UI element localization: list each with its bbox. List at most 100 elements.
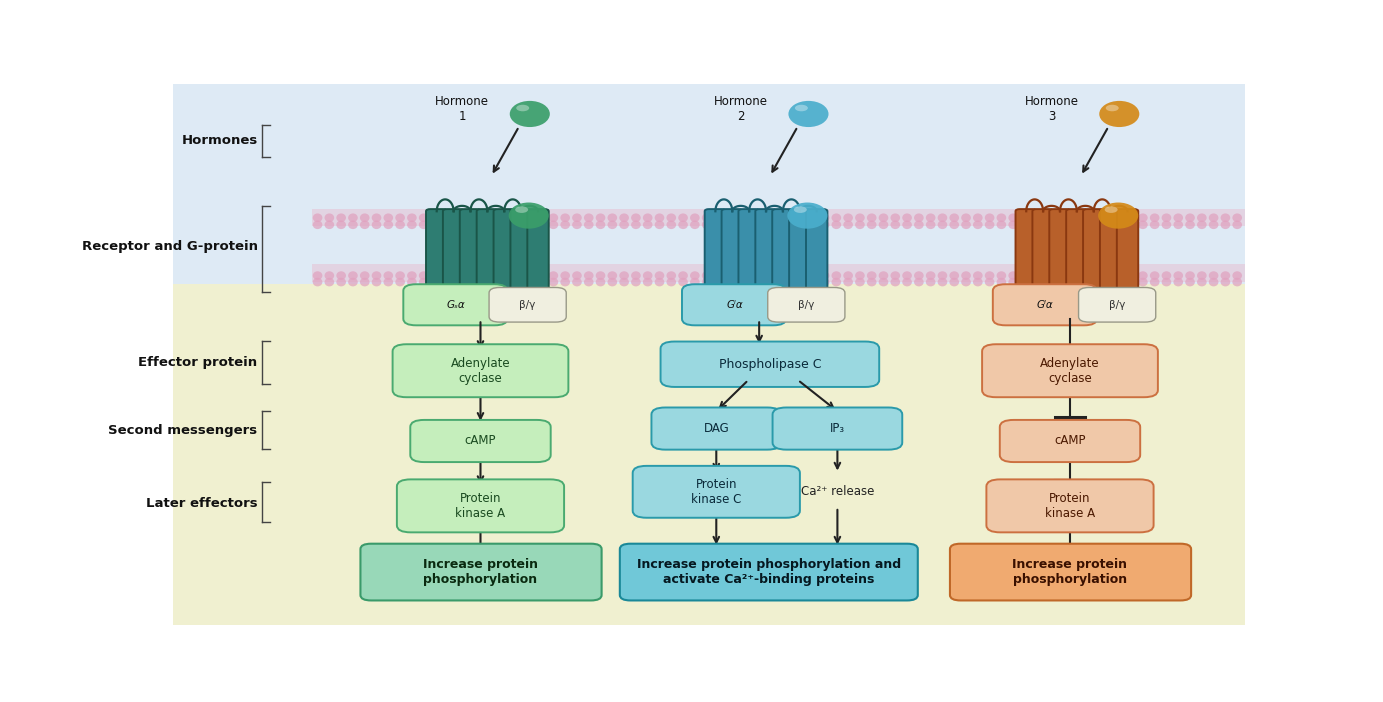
Ellipse shape xyxy=(454,271,463,280)
Ellipse shape xyxy=(1221,213,1231,222)
Ellipse shape xyxy=(714,271,723,280)
Ellipse shape xyxy=(313,278,322,286)
Ellipse shape xyxy=(1185,278,1195,286)
Ellipse shape xyxy=(407,278,416,286)
Text: Hormone
2: Hormone 2 xyxy=(714,95,768,123)
FancyBboxPatch shape xyxy=(393,344,568,397)
Ellipse shape xyxy=(820,271,830,280)
Ellipse shape xyxy=(891,213,900,222)
Ellipse shape xyxy=(1173,220,1182,229)
Ellipse shape xyxy=(620,213,629,222)
Text: Protein
kinase C: Protein kinase C xyxy=(692,478,741,506)
Ellipse shape xyxy=(1232,220,1242,229)
Ellipse shape xyxy=(631,271,640,280)
Ellipse shape xyxy=(513,278,523,286)
Ellipse shape xyxy=(490,271,499,280)
Ellipse shape xyxy=(855,213,864,222)
Text: cAMP: cAMP xyxy=(465,435,496,447)
FancyBboxPatch shape xyxy=(494,209,514,297)
Ellipse shape xyxy=(1021,278,1030,286)
Ellipse shape xyxy=(797,220,806,229)
Ellipse shape xyxy=(454,278,463,286)
Ellipse shape xyxy=(537,220,546,229)
Ellipse shape xyxy=(974,278,983,286)
Ellipse shape xyxy=(797,271,806,280)
Ellipse shape xyxy=(1149,213,1159,222)
Ellipse shape xyxy=(1079,278,1088,286)
Ellipse shape xyxy=(443,213,452,222)
Ellipse shape xyxy=(797,213,806,222)
Ellipse shape xyxy=(820,220,830,229)
FancyBboxPatch shape xyxy=(773,407,902,450)
Ellipse shape xyxy=(914,278,924,286)
Ellipse shape xyxy=(855,271,864,280)
Ellipse shape xyxy=(454,213,463,222)
Ellipse shape xyxy=(477,278,487,286)
Ellipse shape xyxy=(490,213,499,222)
Ellipse shape xyxy=(761,213,770,222)
Ellipse shape xyxy=(667,271,676,280)
Ellipse shape xyxy=(654,278,664,286)
Ellipse shape xyxy=(726,213,734,222)
Ellipse shape xyxy=(466,220,476,229)
Ellipse shape xyxy=(794,206,806,213)
Ellipse shape xyxy=(372,278,382,286)
Ellipse shape xyxy=(1044,278,1054,286)
Ellipse shape xyxy=(949,278,958,286)
Ellipse shape xyxy=(325,213,335,222)
Ellipse shape xyxy=(1232,213,1242,222)
Ellipse shape xyxy=(372,213,382,222)
Ellipse shape xyxy=(1173,278,1182,286)
FancyBboxPatch shape xyxy=(986,479,1153,532)
Ellipse shape xyxy=(1008,278,1018,286)
Ellipse shape xyxy=(1106,105,1119,112)
FancyBboxPatch shape xyxy=(173,84,1245,222)
FancyBboxPatch shape xyxy=(755,209,777,297)
Text: Increase protein
phosphorylation: Increase protein phosphorylation xyxy=(423,558,538,586)
Text: β/γ: β/γ xyxy=(1109,300,1126,310)
Ellipse shape xyxy=(631,278,640,286)
Ellipse shape xyxy=(1198,213,1206,222)
Ellipse shape xyxy=(1138,271,1148,280)
Ellipse shape xyxy=(620,220,629,229)
Ellipse shape xyxy=(454,220,463,229)
Ellipse shape xyxy=(961,220,971,229)
Ellipse shape xyxy=(726,220,734,229)
Ellipse shape xyxy=(396,220,405,229)
Ellipse shape xyxy=(1044,213,1054,222)
Ellipse shape xyxy=(584,213,593,222)
Ellipse shape xyxy=(383,220,393,229)
Ellipse shape xyxy=(1209,278,1218,286)
Ellipse shape xyxy=(537,213,546,222)
Ellipse shape xyxy=(360,278,369,286)
Ellipse shape xyxy=(867,271,877,280)
Ellipse shape xyxy=(1162,271,1171,280)
Ellipse shape xyxy=(1173,271,1182,280)
Ellipse shape xyxy=(396,278,405,286)
Ellipse shape xyxy=(784,220,794,229)
FancyBboxPatch shape xyxy=(651,407,781,450)
Ellipse shape xyxy=(466,278,476,286)
Text: β/γ: β/γ xyxy=(520,300,535,310)
Ellipse shape xyxy=(1055,220,1065,229)
Ellipse shape xyxy=(360,213,369,222)
FancyBboxPatch shape xyxy=(982,344,1158,397)
Text: Protein
kinase A: Protein kinase A xyxy=(1046,492,1095,520)
Ellipse shape xyxy=(808,220,817,229)
Ellipse shape xyxy=(631,220,640,229)
Ellipse shape xyxy=(714,220,723,229)
Ellipse shape xyxy=(1221,220,1231,229)
Ellipse shape xyxy=(925,213,935,222)
Ellipse shape xyxy=(654,220,664,229)
Ellipse shape xyxy=(831,278,841,286)
Ellipse shape xyxy=(419,213,429,222)
Ellipse shape xyxy=(407,213,416,222)
Text: Hormone
3: Hormone 3 xyxy=(1025,95,1079,123)
Ellipse shape xyxy=(844,220,853,229)
Ellipse shape xyxy=(820,213,830,222)
Ellipse shape xyxy=(1149,220,1159,229)
FancyBboxPatch shape xyxy=(477,209,498,297)
Ellipse shape xyxy=(1099,101,1140,127)
Ellipse shape xyxy=(878,271,888,280)
Text: Hormones: Hormones xyxy=(181,135,257,147)
